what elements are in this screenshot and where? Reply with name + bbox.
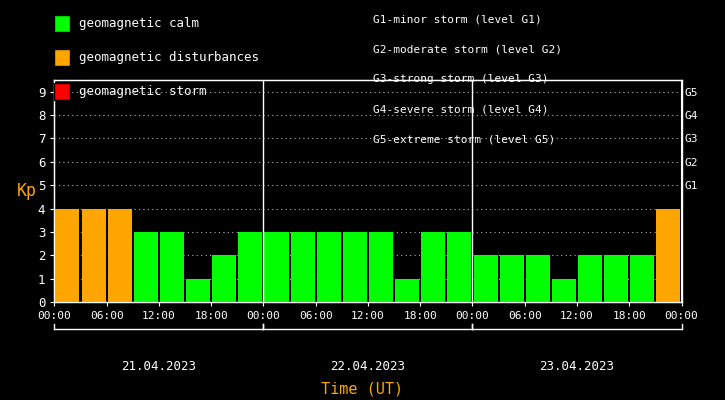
Text: 21.04.2023: 21.04.2023 <box>121 360 196 374</box>
Text: G5-extreme storm (level G5): G5-extreme storm (level G5) <box>373 134 555 144</box>
Text: 22.04.2023: 22.04.2023 <box>331 360 405 374</box>
Bar <box>108 208 132 302</box>
Bar <box>81 208 106 302</box>
Text: geomagnetic storm: geomagnetic storm <box>79 86 207 98</box>
Bar <box>212 255 236 302</box>
Bar <box>447 232 471 302</box>
Text: geomagnetic calm: geomagnetic calm <box>79 18 199 30</box>
Bar <box>656 208 681 302</box>
Bar <box>369 232 393 302</box>
Bar <box>55 208 80 302</box>
Text: G4-severe storm (level G4): G4-severe storm (level G4) <box>373 104 549 114</box>
Bar <box>500 255 523 302</box>
Bar <box>604 255 628 302</box>
Bar <box>134 232 158 302</box>
Text: G3-strong storm (level G3): G3-strong storm (level G3) <box>373 74 549 84</box>
Bar <box>239 232 262 302</box>
Bar <box>630 255 655 302</box>
Bar <box>317 232 341 302</box>
Text: G2-moderate storm (level G2): G2-moderate storm (level G2) <box>373 44 563 54</box>
Text: Time (UT): Time (UT) <box>321 381 404 396</box>
Bar <box>421 232 445 302</box>
Text: G1-minor storm (level G1): G1-minor storm (level G1) <box>373 14 542 24</box>
Y-axis label: Kp: Kp <box>17 182 37 200</box>
Text: 23.04.2023: 23.04.2023 <box>539 360 615 374</box>
Bar <box>578 255 602 302</box>
Bar <box>395 279 419 302</box>
Bar <box>291 232 315 302</box>
Bar <box>343 232 367 302</box>
Bar <box>186 279 210 302</box>
Text: geomagnetic disturbances: geomagnetic disturbances <box>79 52 259 64</box>
Bar <box>265 232 289 302</box>
Bar <box>552 279 576 302</box>
Bar <box>526 255 550 302</box>
Bar <box>473 255 497 302</box>
Bar <box>160 232 184 302</box>
